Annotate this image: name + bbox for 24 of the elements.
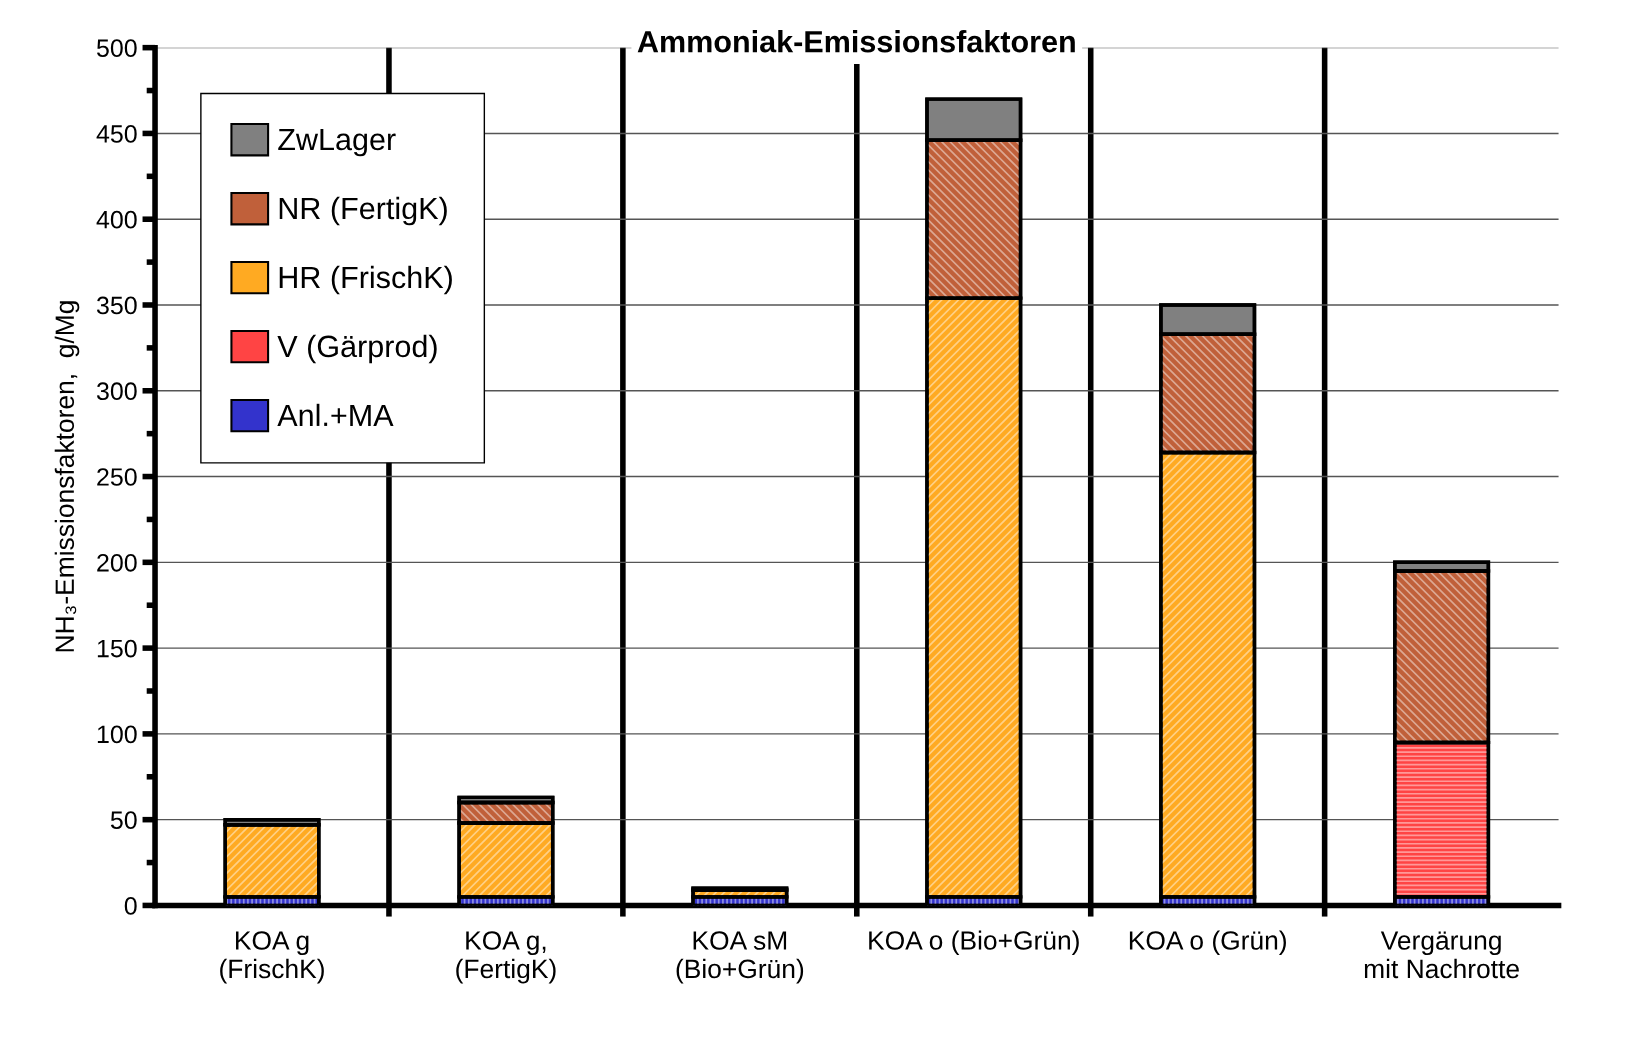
legend-label: HR (FrischK)	[279, 265, 452, 295]
x-tick-label: Vergärung mit Nachrotte	[1364, 931, 1519, 979]
y-tick-label: 350	[96, 296, 137, 315]
chart-title: Ammoniak-Emissionsfaktoren	[637, 30, 1075, 53]
legend-label: ZwLager	[278, 128, 396, 157]
y-tick-label: 150	[97, 639, 137, 658]
y-axis-title: NH₃-Emissionsfaktoren, g/Mg	[54, 301, 80, 652]
y-tick-label: 200	[97, 553, 137, 572]
y-tick-label: 500	[96, 39, 137, 57]
y-tick-label: 0	[124, 897, 137, 915]
y-tick-label: 100	[97, 725, 137, 744]
x-tick-label: KOA o (Bio+Grün)	[869, 930, 1079, 956]
y-tick-label: 450	[96, 125, 137, 143]
legend-label: V (Gärprod)	[277, 334, 437, 364]
x-tick-label: KOA sM (Bio+Grün)	[676, 931, 804, 984]
y-tick-label: 300	[96, 382, 137, 401]
x-tick-label: KOA o (Grün)	[1129, 930, 1286, 956]
x-tick-label: KOA g, (FertigK)	[456, 931, 556, 984]
legend-label: NR (FertigK)	[279, 196, 447, 226]
legend-label: Anl.+MA	[277, 403, 394, 426]
y-tick-label: 250	[97, 468, 137, 486]
y-tick-label: 400	[96, 210, 137, 229]
x-tick-label: KOA g (FrischK)	[220, 931, 324, 984]
y-tick-label: 50	[110, 811, 137, 829]
